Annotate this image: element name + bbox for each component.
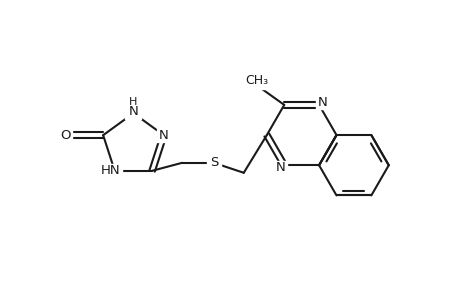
Text: O: O <box>60 129 70 142</box>
Bar <box>58 129 72 142</box>
Text: N: N <box>275 161 285 174</box>
Text: N: N <box>158 129 168 142</box>
Text: HN: HN <box>101 164 120 177</box>
Text: N: N <box>318 96 327 110</box>
Bar <box>100 164 122 177</box>
Bar <box>315 96 329 110</box>
Text: N: N <box>129 105 138 118</box>
Text: S: S <box>209 156 218 169</box>
Bar <box>273 161 286 174</box>
Text: H: H <box>129 97 137 107</box>
Bar <box>125 99 141 119</box>
Text: CH₃: CH₃ <box>244 74 267 86</box>
Bar <box>157 129 170 142</box>
Bar <box>244 75 268 89</box>
Bar <box>207 156 220 170</box>
